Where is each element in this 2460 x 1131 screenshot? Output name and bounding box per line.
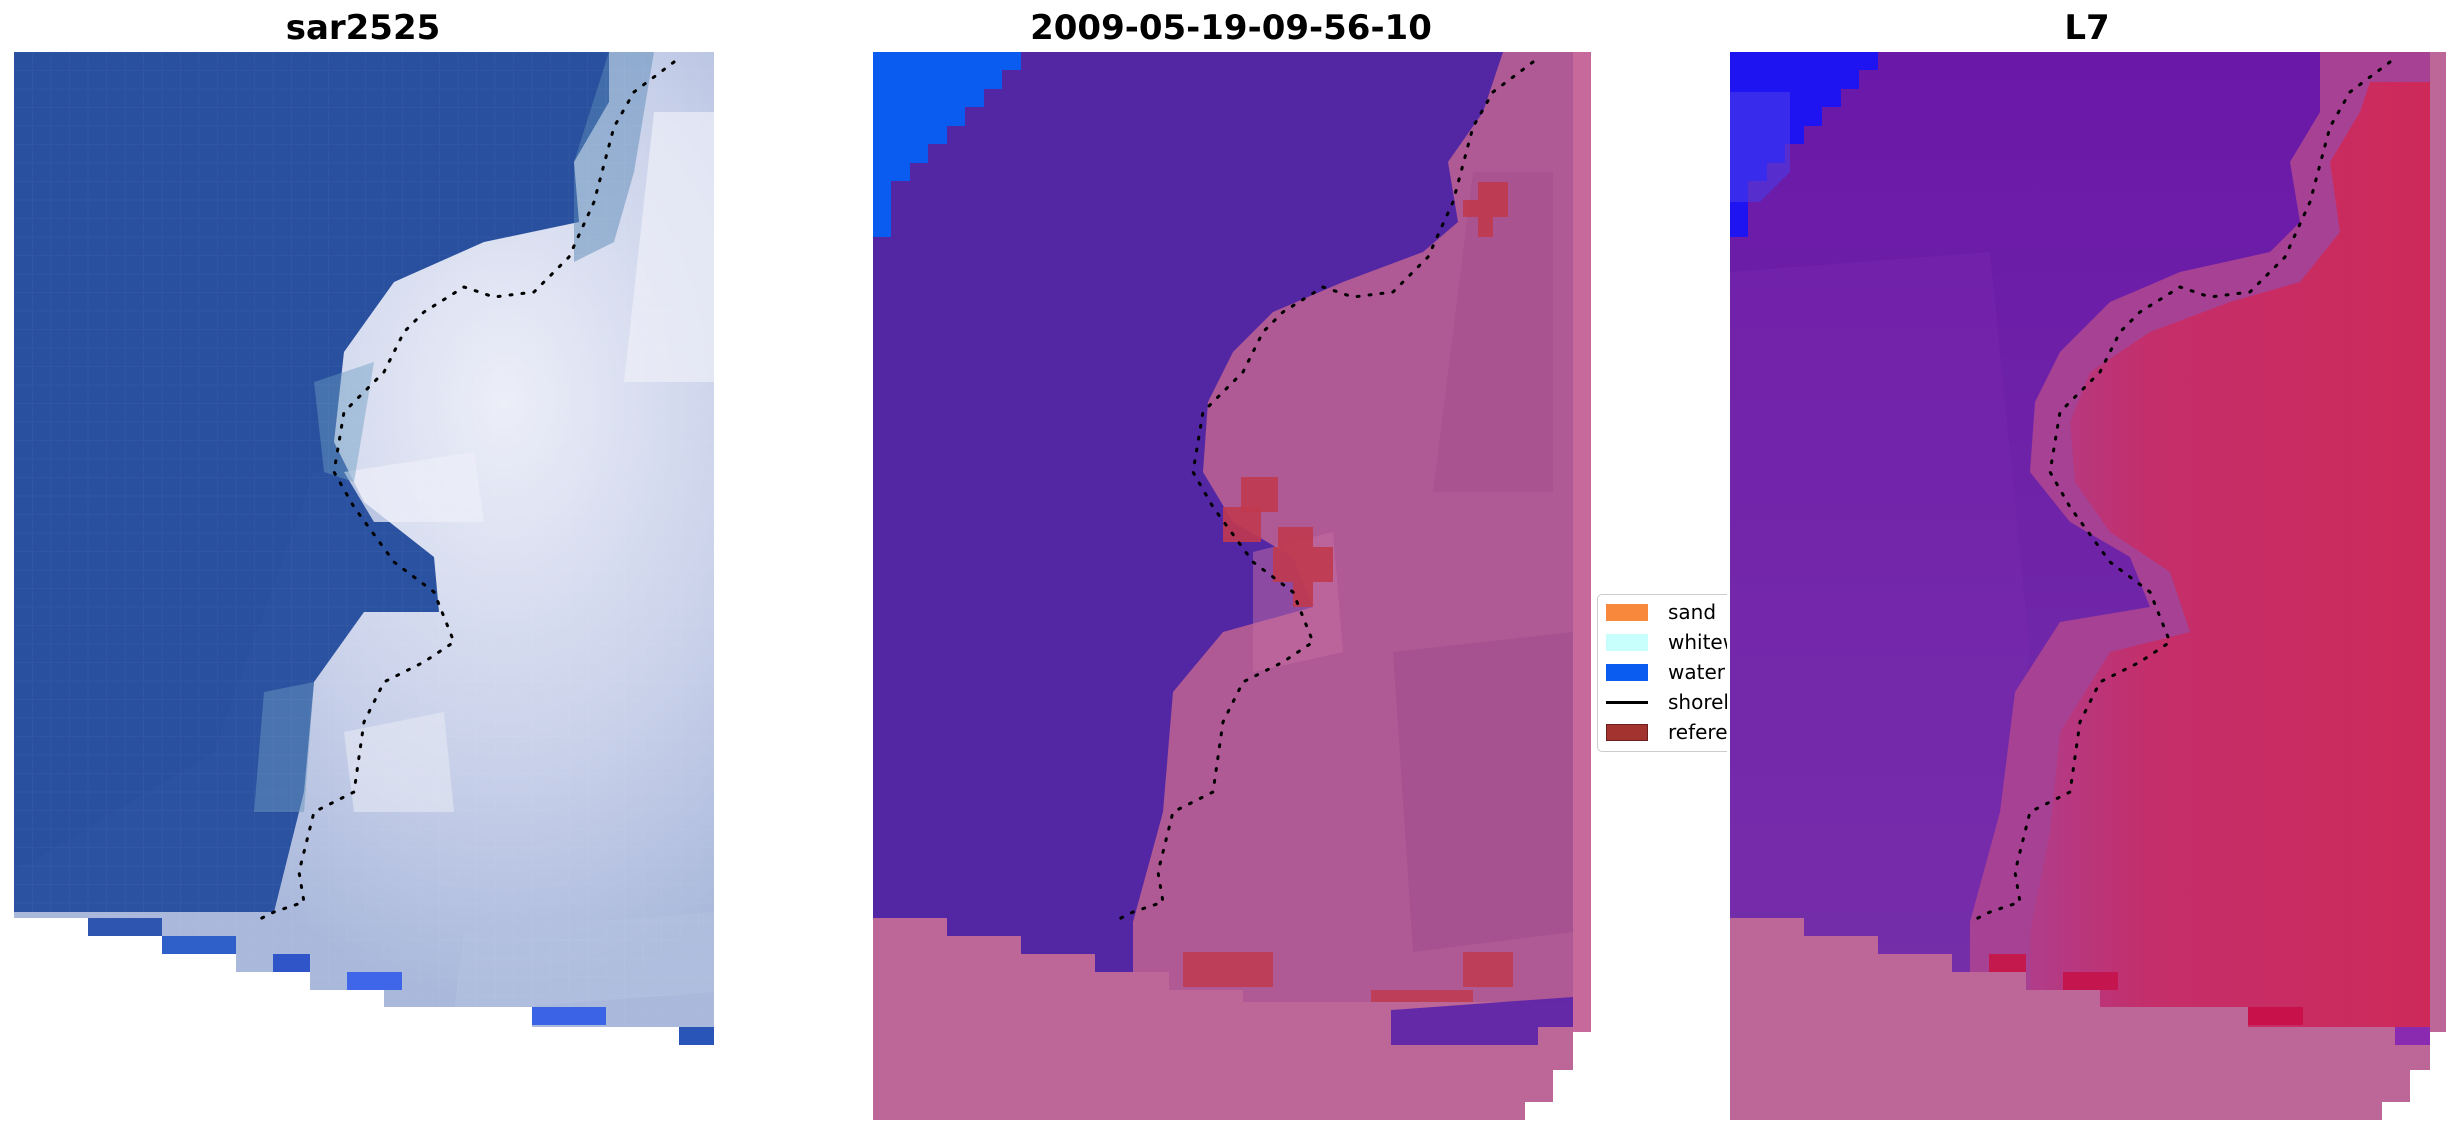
legend-label: sand [1668, 600, 1717, 624]
nodata-overlay [1730, 918, 2446, 1120]
legend-label: water [1668, 660, 1725, 684]
land-class-area [1133, 52, 1573, 1052]
reference-buffer-swatch [1606, 723, 1648, 741]
nodata-overlay [873, 918, 1591, 1120]
bright-blue-corner [1730, 52, 1878, 237]
reference-buffer-cells [1183, 182, 1513, 1010]
deep-water-area [873, 52, 1021, 237]
shoreline-dots [252, 60, 676, 924]
whitewater-swatch [1606, 633, 1648, 651]
rgb-image-panel [14, 52, 714, 1052]
land-probability-area [2030, 82, 2430, 1052]
l7-image [1730, 52, 2446, 1120]
shoreline-line-icon [1606, 700, 1648, 704]
legend-item-water: water [1606, 659, 1725, 685]
legend-item-sand: sand [1606, 599, 1716, 625]
legend-item-reference-buffer: reference shoreline buffer [1606, 719, 1727, 745]
panel-title-l7: L7 [2064, 8, 2110, 48]
panel-title-rgb: sar2525 [285, 8, 441, 48]
shoreline-dots [1968, 60, 2392, 924]
rgb-image [14, 52, 714, 1052]
shoreline-dots [1111, 60, 1535, 924]
l7-image-panel [1730, 52, 2446, 1120]
classified-image-panel [873, 52, 1591, 1120]
sand-swatch [1606, 603, 1648, 621]
bright-blue-strip [88, 918, 714, 1045]
water-swatch [1606, 663, 1648, 681]
classified-image [873, 52, 1591, 1120]
legend-label: reference shoreline buffer [1668, 720, 1727, 744]
legend-item-shoreline: shoreline [1606, 689, 1727, 715]
nodata-area [14, 918, 714, 1052]
panel-title-classified: 2009-05-19-09-56-10 [1030, 8, 1432, 48]
legend-label: shoreline [1668, 690, 1727, 714]
